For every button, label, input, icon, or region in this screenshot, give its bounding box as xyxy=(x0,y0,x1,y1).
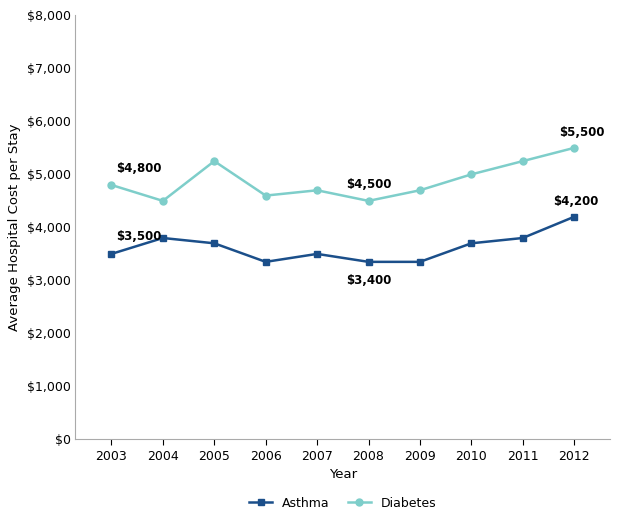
Asthma xyxy=(571,214,578,220)
Diabetes xyxy=(262,193,269,199)
Diabetes xyxy=(108,182,115,188)
Asthma xyxy=(365,259,372,265)
Text: $3,400: $3,400 xyxy=(346,273,391,287)
Asthma xyxy=(416,259,424,265)
Diabetes xyxy=(313,187,321,193)
Y-axis label: Average Hospital Cost per Stay: Average Hospital Cost per Stay xyxy=(8,124,21,331)
Text: $4,500: $4,500 xyxy=(346,178,391,191)
Asthma xyxy=(108,251,115,257)
Text: $4,800: $4,800 xyxy=(116,162,162,175)
X-axis label: Year: Year xyxy=(329,469,357,481)
Diabetes xyxy=(211,158,218,164)
Diabetes xyxy=(467,171,475,177)
Text: $3,500: $3,500 xyxy=(116,230,162,243)
Line: Asthma: Asthma xyxy=(108,213,577,265)
Asthma xyxy=(159,235,167,241)
Text: $5,500: $5,500 xyxy=(559,126,604,140)
Asthma xyxy=(519,235,526,241)
Diabetes xyxy=(159,198,167,204)
Diabetes xyxy=(571,145,578,151)
Diabetes xyxy=(519,158,526,164)
Text: $4,200: $4,200 xyxy=(554,195,599,208)
Legend: Asthma, Diabetes: Asthma, Diabetes xyxy=(249,497,437,509)
Diabetes xyxy=(416,187,424,193)
Line: Diabetes: Diabetes xyxy=(108,145,577,204)
Asthma xyxy=(467,240,475,246)
Asthma xyxy=(313,251,321,257)
Diabetes xyxy=(365,198,372,204)
Asthma xyxy=(211,240,218,246)
Asthma xyxy=(262,259,269,265)
